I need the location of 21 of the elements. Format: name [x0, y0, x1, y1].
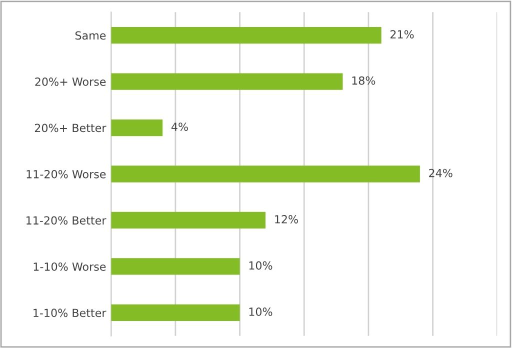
data-label: 12%	[275, 215, 298, 224]
bar	[111, 26, 382, 44]
data-label: 4%	[171, 122, 188, 131]
data-label: 18%	[352, 76, 376, 85]
bar	[111, 73, 343, 90]
bar	[111, 304, 240, 322]
data-label: 10%	[249, 308, 272, 316]
y-tick-label: 11-20% Worse	[26, 170, 106, 178]
y-tick-label: Same	[75, 31, 106, 40]
y-tick-label: 1-10% Worse	[34, 262, 106, 271]
data-label: 21%	[390, 30, 414, 39]
bar	[111, 119, 163, 136]
y-tick-label: 20%+ Worse	[35, 78, 106, 86]
bar	[111, 258, 240, 275]
bar	[111, 212, 266, 229]
data-label: 24%	[429, 168, 452, 178]
bar	[111, 166, 420, 182]
y-tick-label: 11-20% Better	[26, 216, 106, 225]
y-tick-label: 1-10% Better	[34, 308, 106, 318]
data-label: 10%	[249, 261, 272, 270]
y-tick-label: 20%+ Better	[34, 124, 106, 132]
